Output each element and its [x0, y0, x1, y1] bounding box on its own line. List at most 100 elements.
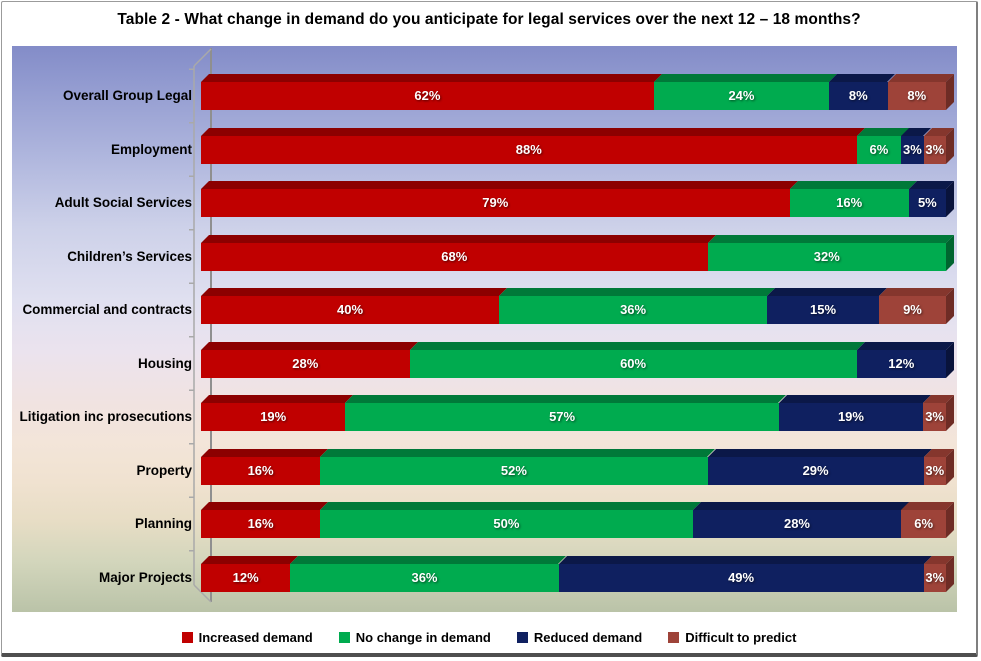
segment-top-face [692, 502, 910, 510]
bar-segment: 28% [692, 502, 910, 538]
bar-segment: 79% [201, 181, 798, 217]
legend-item: Increased demand [181, 629, 313, 645]
segment-top-face [829, 74, 896, 82]
bar-segment: 36% [499, 288, 776, 324]
category-label: Major Projects [98, 569, 192, 585]
segment-top-face [201, 127, 865, 136]
bar-row: Adult Social Services 79% 16% 5% [12, 181, 957, 225]
bar-segment: 24% [653, 74, 838, 110]
segment-side-face [945, 341, 954, 378]
data-label: 16% [836, 195, 863, 210]
stacked-bar: 88% 6% 3% 3% [201, 127, 954, 164]
legend-label: Reduced demand [533, 629, 643, 645]
bar-segment: 16% [201, 502, 329, 538]
segment-top-face [707, 234, 954, 243]
legend-swatch [516, 631, 528, 643]
category-label: Children’s Services [67, 248, 192, 264]
axis-bottom-depth-line [193, 584, 212, 603]
data-label: 36% [411, 569, 438, 585]
legend-swatch [181, 631, 193, 643]
data-label: 68% [441, 248, 468, 264]
category-label: Adult Social Services [54, 195, 192, 210]
data-label: 29% [802, 462, 829, 478]
stacked-bar: 19% 57% 19% 3% [201, 395, 954, 431]
data-label: 32% [813, 248, 840, 264]
segment-top-face [767, 288, 887, 296]
legend-item: Reduced demand [516, 629, 643, 645]
bar-segment: 8% [887, 74, 954, 110]
segment-top-face [409, 341, 865, 350]
segment-top-face [778, 395, 932, 403]
segment-top-face [201, 502, 329, 510]
segment-side-face [945, 288, 954, 324]
bar-segment: 3% [923, 555, 954, 592]
segment-top-face [201, 74, 662, 82]
bar-segment: 8% [829, 74, 896, 110]
segment-top-face [345, 395, 787, 403]
data-label: 52% [500, 462, 527, 478]
plot-area: Overall Group Legal 62% 24% 8% 8% Employment 8… [12, 46, 957, 612]
bar-row: Major Projects 12% 36% 49% 3% [12, 555, 957, 600]
data-label: 57% [549, 409, 576, 424]
bar-segment: 6% [901, 502, 954, 538]
bar-segment: 36% [290, 555, 567, 592]
chart-title: Table 2 - What change in demand do you a… [117, 11, 861, 28]
legend-item: Difficult to predict [668, 630, 796, 645]
segment-top-face [558, 555, 932, 564]
bar-segment: 19% [778, 395, 932, 431]
segment-top-face [789, 181, 917, 189]
data-label: 62% [414, 88, 441, 103]
stacked-bar: 16% 52% 29% 3% [201, 448, 954, 485]
bar-segment: 60% [409, 341, 865, 378]
segment-top-face [290, 555, 567, 564]
segment-top-face [499, 288, 776, 296]
bar-row: Overall Group Legal 62% 24% 8% 8% [12, 74, 957, 118]
data-label: 50% [493, 516, 520, 531]
data-label: 60% [620, 355, 647, 371]
bar-segment: 29% [707, 448, 932, 485]
category-label: Overall Group Legal [62, 88, 192, 103]
legend-swatch [668, 631, 680, 643]
data-label: 19% [837, 409, 864, 424]
bar-segment: 88% [201, 127, 865, 164]
data-label: 8% [848, 88, 868, 103]
bar-segment: 12% [201, 555, 299, 592]
stacked-bar: 79% 16% 5% [201, 181, 954, 217]
bar-segment: 57% [345, 395, 787, 431]
bar-segment: 32% [707, 234, 954, 271]
segment-top-face [320, 448, 716, 457]
bar-segment: 12% [856, 341, 954, 378]
data-label: 5% [917, 195, 937, 210]
segment-side-face [945, 502, 954, 538]
segment-top-face [201, 395, 354, 403]
stacked-bar: 28% 60% 12% [201, 341, 954, 378]
data-label: 3% [925, 141, 945, 157]
legend-item: No change in demand [338, 629, 491, 645]
data-label: 12% [888, 355, 915, 371]
data-label: 28% [292, 355, 319, 371]
data-label: 6% [914, 516, 934, 531]
segment-side-face [945, 127, 954, 164]
segment-top-face [856, 341, 954, 350]
data-label: 3% [903, 141, 922, 157]
bar-row: Planning 16% 50% 28% 6% [12, 502, 957, 546]
legend-label: No change in demand [355, 629, 491, 645]
bar-segment: 6% [856, 127, 910, 164]
bar-segment: 3% [901, 127, 932, 164]
data-label: 6% [869, 141, 889, 157]
bar-segment: 3% [923, 127, 954, 164]
data-label: 49% [728, 569, 755, 585]
category-label: Commercial and contracts [22, 302, 192, 317]
legend-label: Increased demand [198, 629, 313, 645]
data-label: 16% [247, 462, 274, 478]
segment-top-face [320, 502, 701, 510]
bar-row: Children’s Services 68% 32% [12, 234, 957, 279]
bar-segment: 16% [201, 448, 329, 485]
axis-ticks [189, 68, 195, 552]
stacked-bar: 68% 32% [201, 234, 954, 271]
bar-segment: 15% [767, 288, 887, 324]
bar-segment: 3% [923, 395, 954, 431]
segment-side-face [945, 74, 954, 110]
bar-segment: 28% [201, 341, 418, 378]
